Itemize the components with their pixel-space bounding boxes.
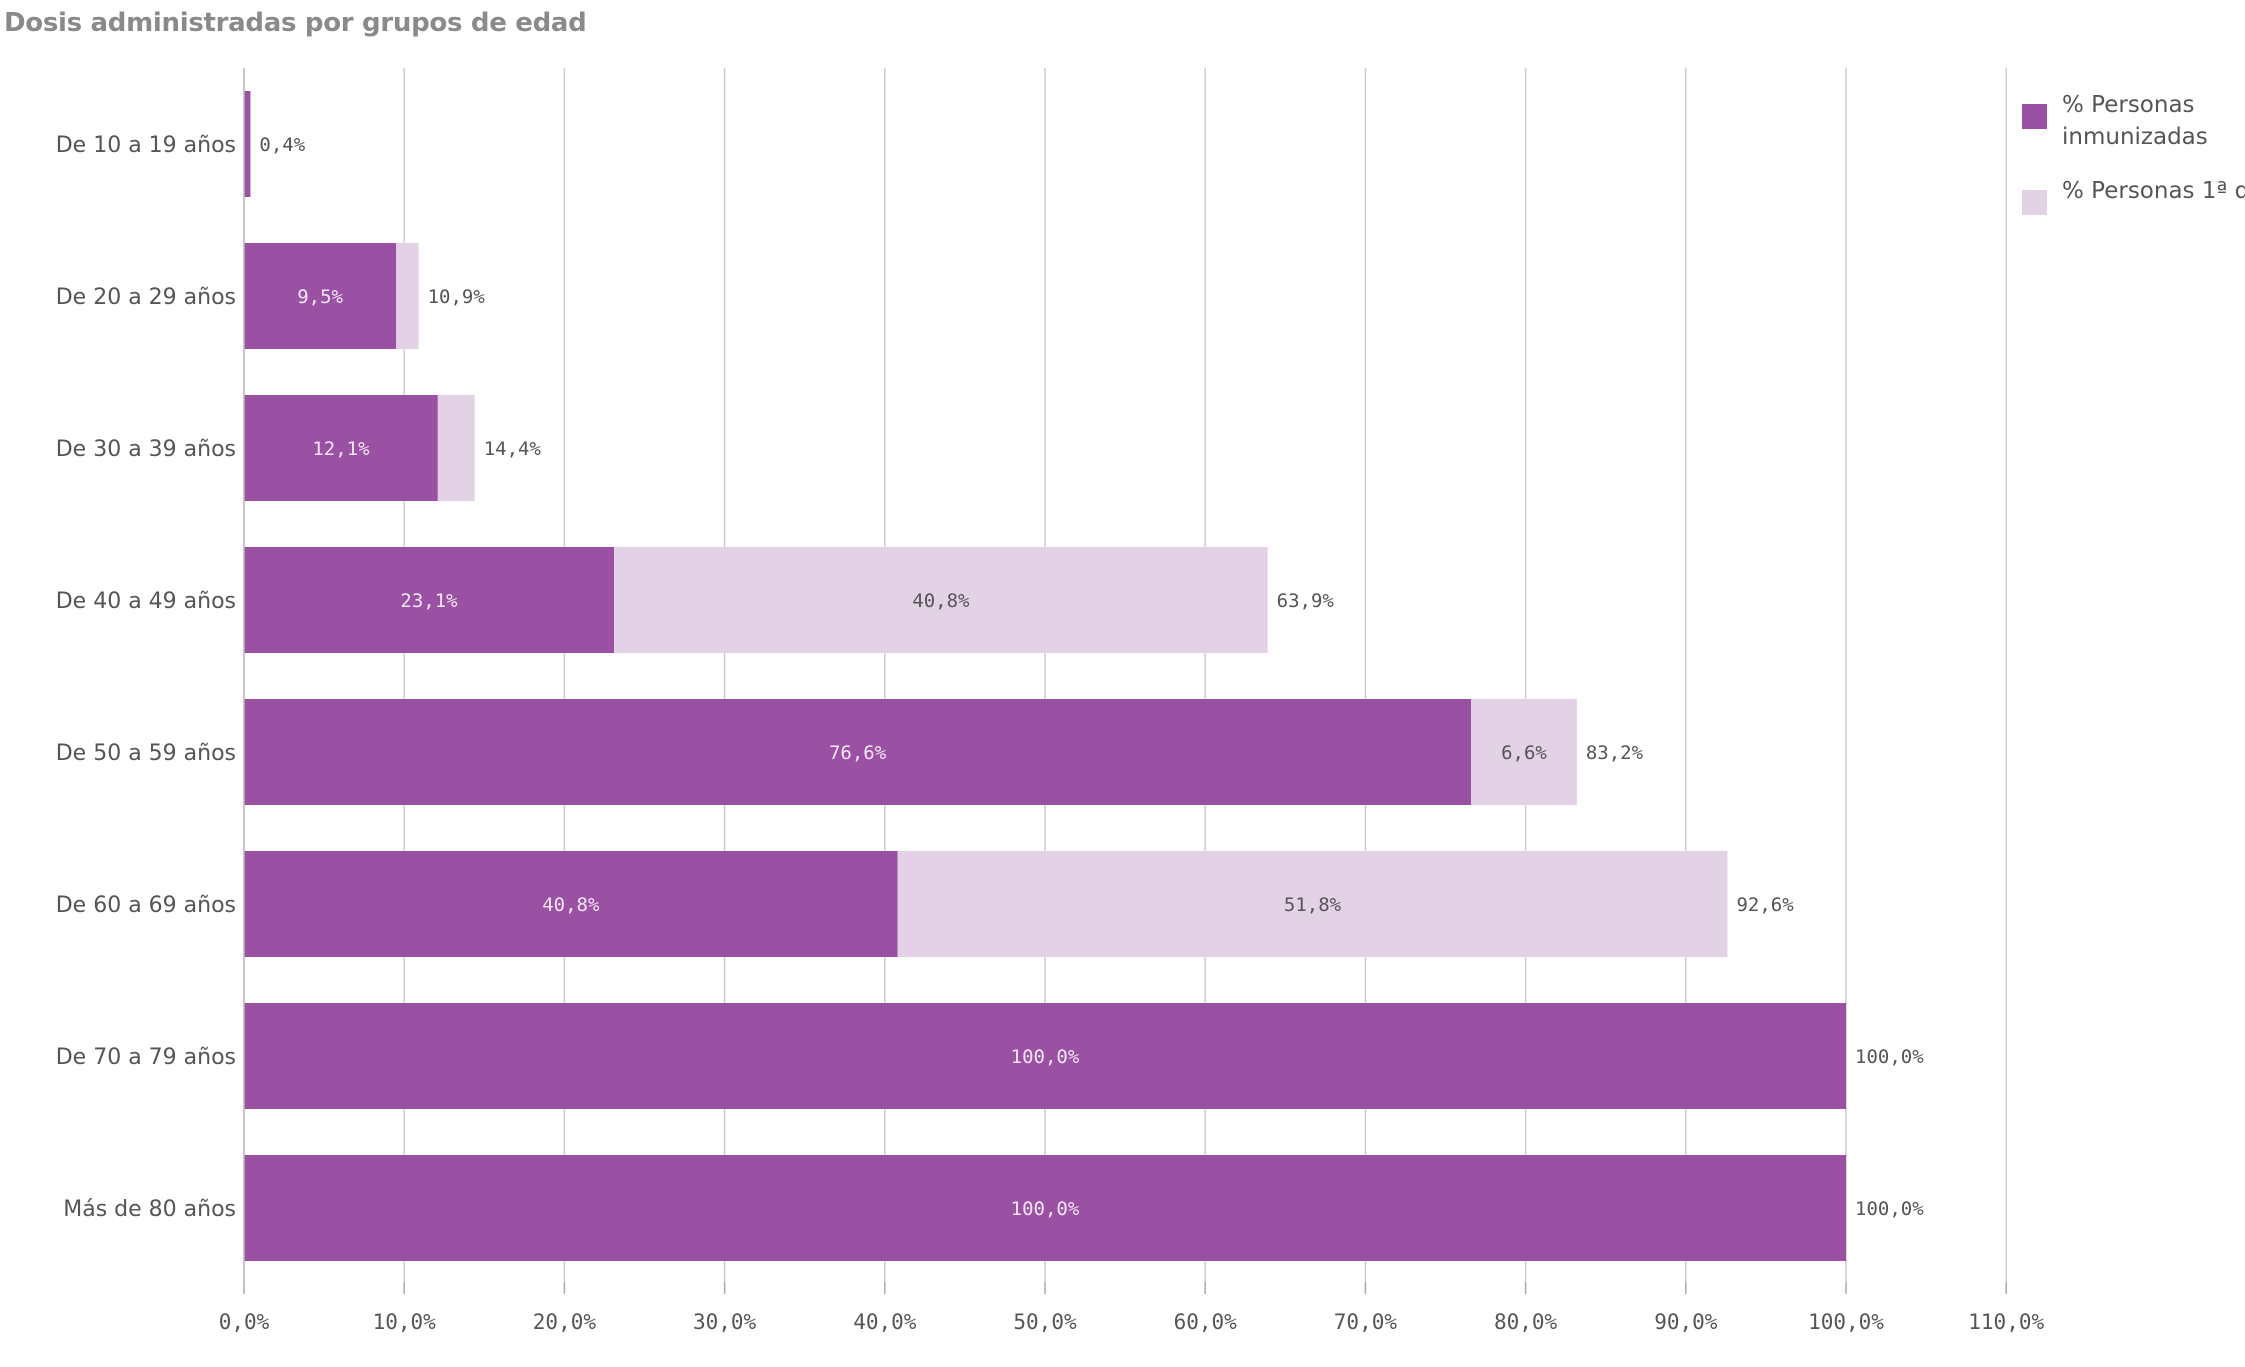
category-label: De 50 a 59 años [56, 741, 236, 766]
category-label: De 40 a 49 años [56, 589, 236, 614]
bar-segment [396, 243, 419, 349]
labels-layer: De 10 a 19 años 0,4% De 20 a 29 años 9,5% 10… [56, 133, 1924, 1222]
legend[interactable]: % Personas inmunizadas % Personas 1ª dosis [2022, 92, 2245, 215]
chart-title: Dosis administradas por grupos de edad [4, 8, 587, 38]
bar-segment [244, 547, 615, 653]
legend-swatch [2022, 190, 2047, 215]
bar-segment [437, 395, 475, 501]
x-tick-label: 50,0% [1013, 1310, 1077, 1334]
x-tick-label: 60,0% [1174, 1310, 1238, 1334]
total-label: 0,4% [259, 134, 305, 156]
bar-segment [244, 395, 438, 501]
bar-segment [244, 91, 251, 197]
segment-label: 12,1% [312, 438, 370, 460]
category-label: De 10 a 19 años [56, 133, 236, 158]
bar-segment [244, 699, 1472, 805]
segment-label: 23,1% [400, 590, 458, 612]
total-label: 100,0% [1855, 1198, 1924, 1220]
category-label: De 20 a 29 años [56, 285, 236, 310]
category-label: De 60 a 69 años [56, 893, 236, 918]
segment-label: 40,8% [542, 894, 600, 916]
segment-label: 40,8% [912, 590, 970, 612]
total-label: 100,0% [1855, 1046, 1924, 1068]
x-tick-label: 80,0% [1494, 1310, 1558, 1334]
legend-label: % Personas 1ª dosis [2062, 178, 2245, 204]
x-tick-label: 40,0% [853, 1310, 917, 1334]
category-label: De 30 a 39 años [56, 437, 236, 462]
legend-label: inmunizadas [2062, 124, 2208, 150]
total-label: 14,4% [484, 438, 542, 460]
category-label: De 70 a 79 años [56, 1045, 236, 1070]
legend-label: % Personas [2062, 92, 2195, 118]
x-tick-label: 20,0% [533, 1310, 597, 1334]
bars-layer [244, 91, 1846, 1261]
x-tick-label: 10,0% [373, 1310, 437, 1334]
x-tick-label: 90,0% [1654, 1310, 1718, 1334]
bar-segment [244, 1155, 1846, 1261]
total-label: 63,9% [1277, 590, 1335, 612]
x-tick-label: 100,0% [1808, 1310, 1884, 1334]
x-tick-label: 30,0% [693, 1310, 757, 1334]
bar-segment [1471, 699, 1577, 805]
x-tick-label: 110,0% [1968, 1310, 2044, 1334]
segment-label: 100,0% [1011, 1198, 1080, 1220]
segment-label: 100,0% [1011, 1046, 1080, 1068]
segment-label: 6,6% [1501, 742, 1547, 764]
total-label: 92,6% [1736, 894, 1794, 916]
segment-label: 9,5% [297, 286, 343, 308]
legend-swatch [2022, 104, 2047, 129]
segment-label: 51,8% [1284, 894, 1342, 916]
x-axis: 0,0% 10,0% 20,0% 30,0% 40,0% 50,0% 60,0% 70,0% 8… [219, 68, 2044, 1334]
segment-label: 76,6% [829, 742, 887, 764]
legend-item[interactable]: % Personas inmunizadas [2022, 92, 2208, 150]
bar-segment [614, 547, 1268, 653]
total-label: 83,2% [1586, 742, 1644, 764]
x-tick-label: 0,0% [219, 1310, 270, 1334]
bar-segment [244, 243, 397, 349]
legend-item[interactable]: % Personas 1ª dosis [2022, 178, 2245, 215]
x-tick-label: 70,0% [1334, 1310, 1398, 1334]
bar-segment [244, 851, 898, 957]
category-label: Más de 80 años [63, 1197, 236, 1222]
total-label: 10,9% [428, 286, 486, 308]
bar-segment [244, 1003, 1846, 1109]
bar-segment [897, 851, 1728, 957]
